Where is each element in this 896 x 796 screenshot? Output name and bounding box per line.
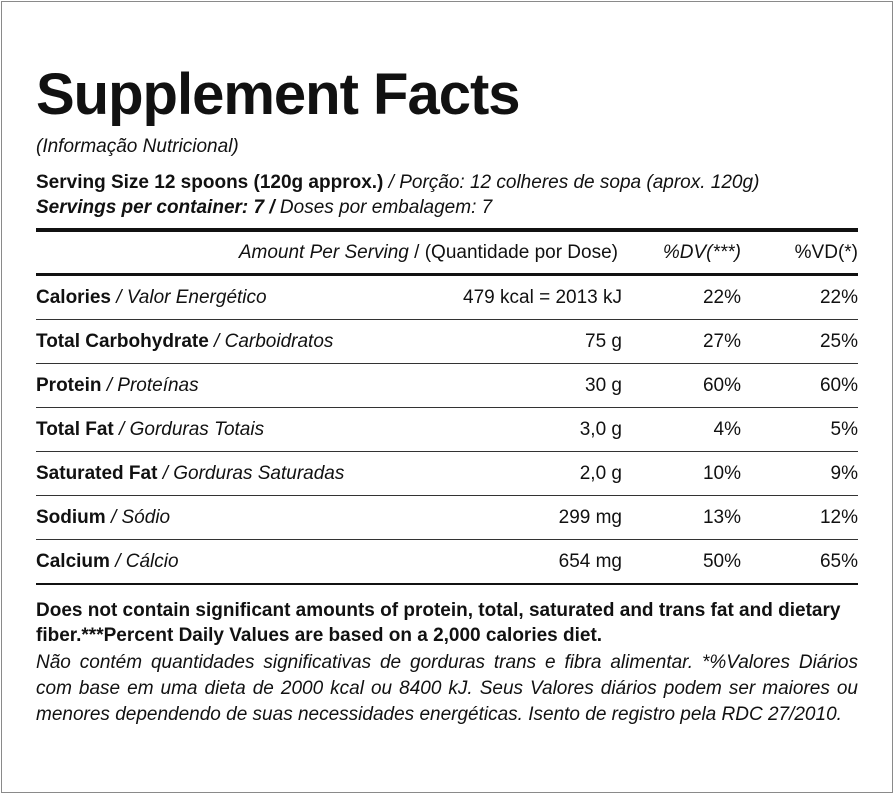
nutrient-name-en: Total Fat xyxy=(36,419,114,440)
nutrient-name: Calories / Valor Energético xyxy=(36,276,267,319)
nutrient-amount: 75 g xyxy=(585,331,622,352)
nutrient-vd: 60% xyxy=(819,375,858,396)
nutrient-amount: 479 kcal = 2013 kJ xyxy=(463,287,622,308)
serving-size-line: Serving Size 12 spoons (120g approx.) / … xyxy=(36,170,858,195)
nutrient-amount: 299 mg xyxy=(558,507,622,528)
nutrient-dv: 10% xyxy=(702,463,741,484)
nutrient-name-en: Protein xyxy=(36,375,102,396)
nutrient-name-pt: / Gorduras Saturadas xyxy=(157,463,345,484)
nutrient-name-en: Calories xyxy=(36,287,111,308)
nutrient-amount: 3,0 g xyxy=(579,419,622,440)
nutrient-name: Protein / Proteínas xyxy=(36,364,199,407)
table-row: Protein / Proteínas 30 g 60% 60% xyxy=(36,364,858,408)
nutrient-name-pt: / Valor Energético xyxy=(110,287,267,308)
page-title: Supplement Facts xyxy=(36,62,521,127)
nutrient-amount: 30 g xyxy=(585,375,622,396)
nutrient-vd: 65% xyxy=(819,551,858,572)
nutrient-name-en: Calcium xyxy=(36,551,110,572)
nutrient-name-pt: / Proteínas xyxy=(101,375,199,396)
supplement-facts-panel: Supplement Facts (Informação Nutricional… xyxy=(36,60,858,728)
footnote-english: Does not contain significant amounts of … xyxy=(36,600,841,646)
nutrient-amount: 2,0 g xyxy=(579,463,622,484)
vd-header: %VD(*) xyxy=(794,242,858,263)
serving-size-en: Serving Size 12 spoons (120g approx.) xyxy=(36,172,384,193)
nutrient-name: Total Carbohydrate / Carboidratos xyxy=(36,320,333,363)
nutrient-name-en: Sodium xyxy=(36,507,106,528)
nutrient-name-en: Total Carbohydrate xyxy=(36,331,209,352)
nutrient-dv: 60% xyxy=(702,375,741,396)
nutrient-dv: 4% xyxy=(713,419,741,440)
nutrient-name: Total Fat / Gorduras Totais xyxy=(36,408,264,451)
dv-header: %DV(***) xyxy=(662,242,741,263)
nutrient-name-pt: / Gorduras Totais xyxy=(113,419,265,440)
nutrient-name: Sodium / Sódio xyxy=(36,496,170,539)
nutrient-amount: 654 mg xyxy=(558,551,622,572)
nutrient-dv: 27% xyxy=(702,331,741,352)
nutrient-name: Saturated Fat / Gorduras Saturadas xyxy=(36,452,344,495)
nutrient-dv: 13% xyxy=(702,507,741,528)
amount-per-serving-header: Amount Per Serving / (Quantidade por Dos… xyxy=(238,242,618,263)
nutrient-rows: Calories / Valor Energético 479 kcal = 20… xyxy=(36,276,858,585)
servings-per-container-line: Servings per container: 7 / Doses por em… xyxy=(36,195,858,220)
divider-thick xyxy=(36,228,858,232)
serving-size-pt: / Porção: 12 colheres de sopa (aprox. 12… xyxy=(383,172,760,193)
table-row: Total Carbohydrate / Carboidratos 75 g 27%… xyxy=(36,320,858,364)
serving-info: Serving Size 12 spoons (120g approx.) / … xyxy=(36,170,858,220)
nutrient-name: Calcium / Cálcio xyxy=(36,540,179,583)
nutrient-name-pt: / Sódio xyxy=(105,507,171,528)
table-row: Sodium / Sódio 299 mg 13% 12% xyxy=(36,496,858,540)
footnote-portuguese: Não contém quantidades significativas de… xyxy=(36,652,858,725)
nutrient-name-en: Saturated Fat xyxy=(36,463,158,484)
table-row: Total Fat / Gorduras Totais 3,0 g 4% 5% xyxy=(36,408,858,452)
servings-per-container-pt: Doses por embalagem: 7 xyxy=(274,197,493,218)
nutrient-dv: 50% xyxy=(702,551,741,572)
table-row: Calcium / Cálcio 654 mg 50% 65% xyxy=(36,540,858,585)
nutrient-name-pt: / Cálcio xyxy=(109,551,179,572)
nutrient-vd: 5% xyxy=(830,419,858,440)
nutrient-vd: 25% xyxy=(819,331,858,352)
table-row: Saturated Fat / Gorduras Saturadas 2,0 g 1… xyxy=(36,452,858,496)
subtitle: (Informação Nutricional) xyxy=(36,136,239,157)
servings-per-container-en: Servings per container: 7 / xyxy=(36,197,275,218)
table-header: Amount Per Serving / (Quantidade por Dos… xyxy=(36,232,858,273)
nutrient-vd: 12% xyxy=(819,507,858,528)
nutrient-name-pt: / Carboidratos xyxy=(208,331,334,352)
divider-medium xyxy=(36,273,858,276)
nutrient-vd: 22% xyxy=(819,287,858,308)
nutrient-dv: 22% xyxy=(702,287,741,308)
table-row: Calories / Valor Energético 479 kcal = 20… xyxy=(36,276,858,320)
nutrient-vd: 9% xyxy=(830,463,858,484)
